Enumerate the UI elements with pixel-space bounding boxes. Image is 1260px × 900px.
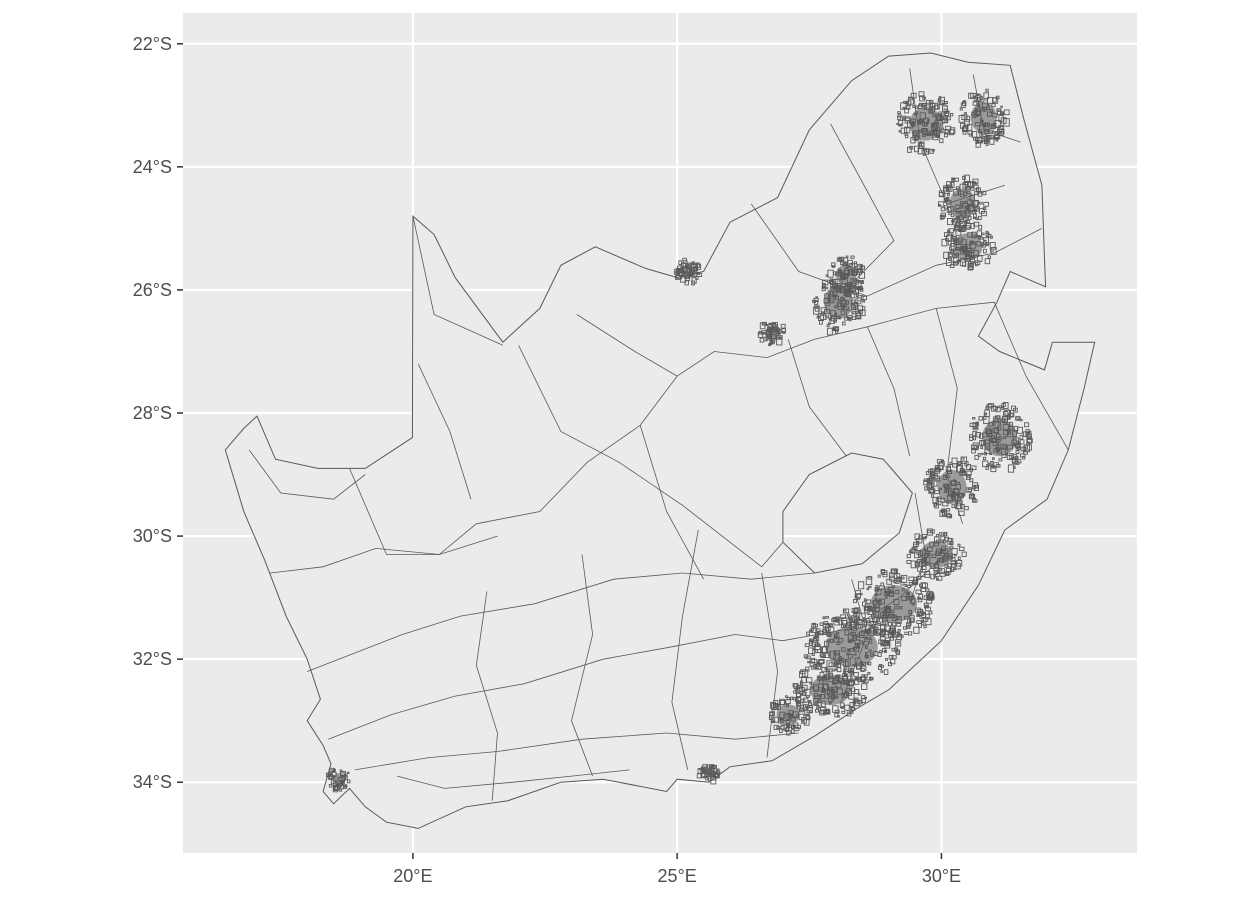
region-boundary-7 [396,769,630,789]
region-boundary-0 [349,301,995,555]
urban-cluster-15 [757,321,786,347]
x-tick-label-2: 30°E [922,866,961,886]
urban-cluster-16 [673,257,702,286]
region-boundary-13 [867,326,911,457]
map-layer [224,52,1096,829]
urban-cluster-11 [792,660,869,718]
y-tick-label-3: 28°S [133,403,172,423]
region-boundary-20 [248,449,366,500]
region-boundary-21 [417,363,472,500]
region-boundary-16 [750,203,1043,297]
region-boundary-17 [830,123,895,285]
region-boundary-9 [571,554,594,777]
urban-cluster-12 [768,695,811,736]
region-boundary-1 [412,216,503,346]
region-boundary-10 [671,529,699,770]
x-tick-label-1: 25°E [658,866,697,886]
urban-cluster-2 [941,220,997,271]
x-tick-label-0: 20°E [393,866,432,886]
y-tick-label-4: 30°S [133,526,172,546]
urban-cluster-5 [937,174,989,232]
axes: 20°E 25°E 30°E 22°S 24°S 26°S 28°S 30°S 32°S 34°S [133,34,961,886]
region-boundary-6 [354,732,799,771]
urban-cluster-1 [827,255,866,294]
urban-cluster-3 [896,91,956,156]
region-boundary-22 [576,314,678,377]
y-tick-label-1: 24°S [133,157,172,177]
region-boundary-23 [639,425,704,580]
region-boundary-3 [270,535,498,574]
y-tick-label-5: 32°S [133,649,172,669]
region-boundary-4 [307,572,815,672]
urban-cluster-7 [923,456,979,519]
urban-cluster-14 [696,764,721,785]
urban-cluster-4 [958,88,1010,148]
urban-cluster-8 [906,528,967,581]
region-boundary-11 [761,572,779,758]
dense-urban-clusters [325,88,1033,793]
urban-cluster-6 [969,402,1033,473]
region-boundary-2 [518,345,784,568]
region-boundary-8 [475,591,498,801]
region-boundary-12 [787,339,847,457]
y-tick-label-2: 26°S [133,280,172,300]
y-tick-label-6: 34°S [133,772,172,792]
region-boundary-15 [993,302,1069,451]
urban-cluster-13 [325,767,351,793]
urban-cluster-10 [803,607,902,686]
country-outline [224,52,1096,829]
y-tick-label-0: 22°S [133,34,172,54]
